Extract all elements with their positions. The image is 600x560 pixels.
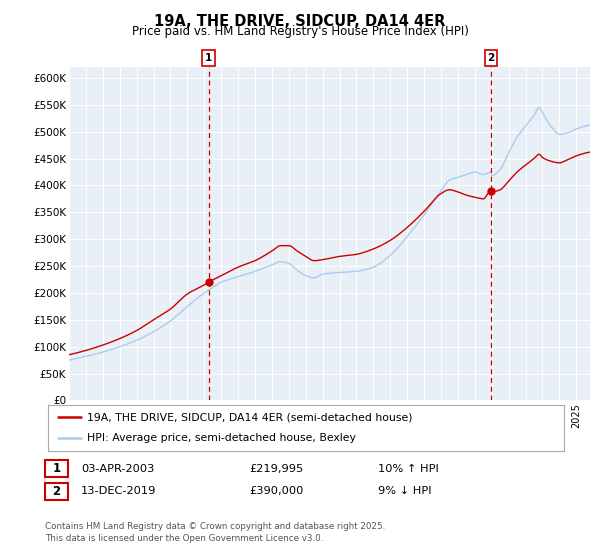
Text: 2: 2 <box>487 53 494 63</box>
Text: 9% ↓ HPI: 9% ↓ HPI <box>378 486 431 496</box>
Text: 13-DEC-2019: 13-DEC-2019 <box>81 486 157 496</box>
Text: 1: 1 <box>205 53 212 63</box>
Text: 2: 2 <box>52 484 61 498</box>
Text: 1: 1 <box>52 462 61 475</box>
Text: Contains HM Land Registry data © Crown copyright and database right 2025.
This d: Contains HM Land Registry data © Crown c… <box>45 522 385 543</box>
Text: 19A, THE DRIVE, SIDCUP, DA14 4ER: 19A, THE DRIVE, SIDCUP, DA14 4ER <box>154 14 446 29</box>
Text: 10% ↑ HPI: 10% ↑ HPI <box>378 464 439 474</box>
Text: HPI: Average price, semi-detached house, Bexley: HPI: Average price, semi-detached house,… <box>86 433 356 444</box>
Text: £390,000: £390,000 <box>249 486 304 496</box>
Text: 19A, THE DRIVE, SIDCUP, DA14 4ER (semi-detached house): 19A, THE DRIVE, SIDCUP, DA14 4ER (semi-d… <box>86 412 412 422</box>
Text: Price paid vs. HM Land Registry's House Price Index (HPI): Price paid vs. HM Land Registry's House … <box>131 25 469 38</box>
Text: 03-APR-2003: 03-APR-2003 <box>81 464 154 474</box>
Text: £219,995: £219,995 <box>249 464 303 474</box>
